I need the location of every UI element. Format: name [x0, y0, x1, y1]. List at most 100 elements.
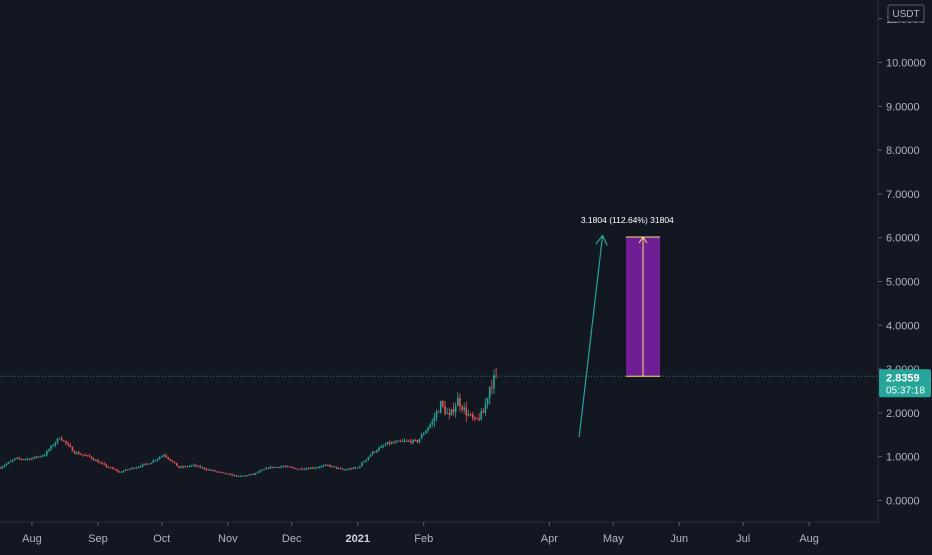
- price-tick-label: 1.0000: [886, 452, 920, 464]
- candle-body: [439, 401, 442, 413]
- candle: [129, 468, 131, 471]
- candle-body: [205, 469, 208, 471]
- candle: [205, 467, 208, 471]
- candle-body: [369, 454, 372, 457]
- candle-body: [114, 469, 116, 471]
- candle: [9, 459, 12, 463]
- candle: [408, 439, 410, 443]
- candle-body: [97, 460, 99, 463]
- candle: [118, 470, 121, 473]
- candle: [69, 443, 72, 448]
- candle: [382, 444, 385, 449]
- candle: [41, 454, 44, 458]
- candle-body: [342, 468, 344, 470]
- candle: [244, 475, 246, 477]
- candle-body: [388, 442, 391, 444]
- candle: [263, 468, 265, 471]
- candle: [474, 415, 476, 422]
- candle-body: [316, 467, 319, 469]
- candle: [301, 467, 304, 471]
- candle: [165, 453, 167, 459]
- candle-body: [39, 456, 42, 458]
- candle: [122, 470, 125, 473]
- candle: [114, 468, 116, 471]
- price-axis[interactable]: 0.00001.00002.00003.00004.00005.00006.00…: [877, 0, 932, 550]
- candle-body: [373, 451, 376, 453]
- candle: [482, 408, 485, 414]
- candle-body: [395, 441, 397, 443]
- candle: [231, 473, 233, 476]
- candle: [282, 465, 284, 468]
- candle-body: [109, 467, 112, 469]
- candle: [342, 468, 344, 471]
- candle-body: [20, 458, 23, 460]
- projection-label: 3.1804 (112.64%) 31804: [581, 215, 674, 225]
- candle: [75, 451, 78, 455]
- candle: [486, 397, 489, 409]
- candle-body: [405, 440, 408, 442]
- candle-body: [420, 434, 423, 439]
- candle: [22, 458, 25, 461]
- candle-body: [171, 460, 174, 462]
- candle-body: [203, 467, 206, 470]
- candle: [410, 438, 412, 445]
- price-tick-label: 2.0000: [886, 408, 920, 420]
- candle-body: [227, 473, 229, 475]
- candle-body: [163, 455, 165, 457]
- candle: [480, 407, 483, 421]
- candle: [459, 393, 461, 412]
- candle: [439, 400, 442, 414]
- candle: [393, 440, 395, 444]
- candle: [182, 465, 184, 469]
- candle: [222, 472, 225, 474]
- candle-body: [233, 475, 236, 477]
- candle: [141, 463, 144, 468]
- candle-body: [122, 470, 125, 472]
- candle-body: [16, 457, 18, 459]
- candle: [378, 446, 380, 452]
- candle-body: [361, 462, 363, 467]
- candle-body: [267, 467, 270, 469]
- candle-body: [73, 451, 76, 454]
- candle: [252, 473, 255, 476]
- currency-badge-frame: [887, 4, 925, 23]
- candle-body: [195, 464, 197, 467]
- candle-body: [314, 467, 316, 469]
- candle-body: [448, 413, 451, 415]
- candle: [286, 465, 289, 468]
- candle-body: [261, 469, 263, 471]
- candle: [422, 431, 425, 436]
- candle: [267, 467, 270, 470]
- candle: [248, 473, 250, 476]
- candle-body: [105, 464, 108, 467]
- candle-body: [141, 464, 144, 467]
- candle: [250, 473, 253, 476]
- candle: [239, 475, 242, 477]
- candle-body: [378, 447, 380, 451]
- candle: [316, 466, 319, 469]
- candle: [361, 461, 363, 467]
- candle: [86, 454, 89, 457]
- candle-body: [184, 466, 187, 468]
- time-axis[interactable]: Aug Sep Oct Nov Dec 2021 Feb Apr May Jun Jul Aug: [0, 521, 932, 550]
- candle-body: [433, 417, 436, 422]
- candle: [284, 465, 287, 468]
- candle-body: [329, 465, 331, 467]
- candle: [71, 446, 74, 452]
- trend-arrow[interactable]: [578, 235, 604, 438]
- candle: [201, 466, 204, 469]
- candle: [463, 402, 465, 414]
- candle-body: [246, 475, 248, 477]
- candle-body: [222, 472, 225, 474]
- candle-body: [180, 466, 182, 468]
- candle-body: [303, 469, 306, 471]
- candle-body: [99, 462, 101, 464]
- trend-arrow-head: [595, 234, 608, 246]
- candle-body: [263, 469, 265, 471]
- candle-body: [107, 466, 110, 468]
- candle: [324, 463, 327, 466]
- candle: [52, 443, 55, 447]
- candle: [56, 438, 59, 445]
